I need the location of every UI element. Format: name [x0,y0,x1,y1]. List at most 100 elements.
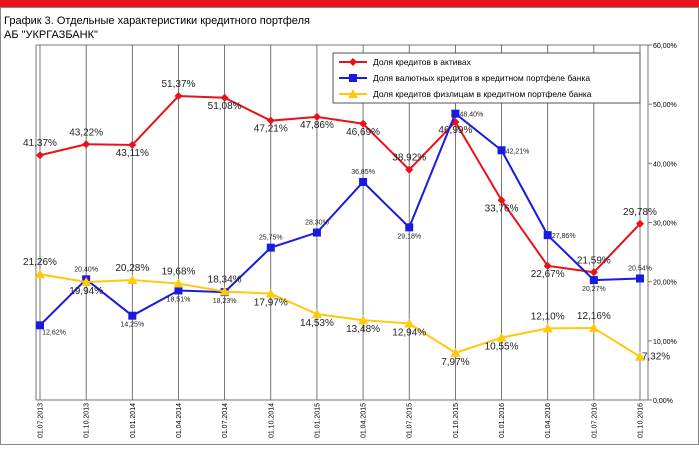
data-label: 20,27% [582,286,606,293]
data-label: 46,99% [438,125,472,136]
series-line [39,95,641,274]
marker [497,146,506,155]
data-label: 48,40% [460,112,484,119]
marker [82,140,91,149]
marker [450,347,461,357]
data-label: 14,25% [120,322,144,329]
x-tick-label: 01.01.2014 [130,403,137,438]
marker [349,58,357,66]
marker [359,119,368,128]
marker [358,315,369,325]
marker [636,219,644,228]
data-label: 7,32% [642,352,670,363]
marker [405,165,414,174]
marker [266,116,275,125]
chart-subtitle: АБ "УКРГАЗБАНК" [4,29,98,41]
marker [266,243,275,252]
y-tick-label: 50,00% [653,102,677,109]
legend-box [332,52,641,104]
y-tick-label: 10,00% [653,339,677,346]
data-label: 51,08% [208,101,242,112]
marker [312,112,321,121]
data-label: 42,21% [506,148,530,155]
x-tick-label: 01.07.2016 [591,403,598,438]
data-label: 33,76% [485,203,519,214]
data-label: 43,11% [116,148,149,159]
data-label: 20,40% [74,266,98,273]
marker [81,277,92,287]
data-label: 36,85% [351,169,375,176]
data-label: 12,10% [531,311,565,322]
data-label: 22,67% [531,269,565,280]
x-tick-label: 01.01.2016 [499,403,506,438]
series-line [39,112,641,327]
marker [128,311,137,320]
marker [36,151,44,160]
legend-label: Доля кредитов в активах [373,57,472,67]
data-label: 19,94% [69,286,103,297]
x-tick-label: 01.04.2014 [176,403,183,438]
x-tick-label: 01.10.2016 [638,403,645,438]
marker [496,332,507,342]
y-tick-label: 30,00% [653,221,677,228]
x-tick-label: 01.01.2015 [314,403,321,438]
data-label: 19,68% [162,267,196,278]
marker [312,228,321,237]
data-label: 18,23% [213,298,237,305]
data-label: 12,94% [392,327,426,338]
marker [127,275,138,285]
marker [265,288,276,298]
marker [359,177,368,186]
y-tick-label: 60,00% [653,43,677,50]
y-tick-label: 0,00% [653,398,673,405]
marker [589,276,598,285]
top-bar [0,0,699,7]
marker [405,223,414,232]
marker [349,74,357,82]
data-label: 10,55% [485,342,519,353]
data-label: 28,30% [305,220,329,227]
x-tick-label: 01.04.2016 [545,403,552,438]
data-label: 21,59% [577,255,611,266]
marker [588,323,599,333]
marker [220,93,229,102]
data-label: 25,75% [259,235,283,242]
x-tick-label: 01.10.2014 [268,403,275,438]
data-label: 17,97% [254,298,288,309]
y-tick-label: 40,00% [653,161,677,168]
x-tick-label: 01.07.2015 [407,403,414,438]
marker [173,278,184,288]
marker [636,274,644,283]
data-label: 41,37% [23,138,57,149]
marker [589,268,598,277]
data-label: 12,16% [577,311,611,322]
data-label: 14,53% [300,318,334,329]
data-label: 38,92% [392,153,426,164]
marker [311,309,322,319]
data-label: 47,86% [300,120,334,131]
marker [174,286,183,295]
data-label: 29,78% [623,207,657,218]
x-tick-label: 01.04.2015 [361,403,368,438]
data-label: 47,21% [254,124,288,135]
data-label: 43,22% [69,127,103,138]
marker [635,351,645,361]
y-tick-label: 20,00% [653,280,677,287]
marker [35,269,45,279]
marker [348,89,358,98]
marker [219,286,230,296]
data-label: 12,62% [42,329,66,336]
chart-title: График 3. Отдельные характеристики креди… [4,15,310,27]
marker [174,92,183,101]
data-label: 51,37% [162,79,196,90]
marker [543,231,552,240]
x-tick-label: 01.07.2013 [38,403,45,438]
marker [128,140,137,149]
marker [542,323,553,333]
marker [543,261,552,270]
data-label: 7,97% [441,357,469,368]
marker [404,318,415,328]
legend-label: Доля валютных кредитов в кредитном портф… [373,73,590,83]
data-label: 29,18% [397,233,421,240]
